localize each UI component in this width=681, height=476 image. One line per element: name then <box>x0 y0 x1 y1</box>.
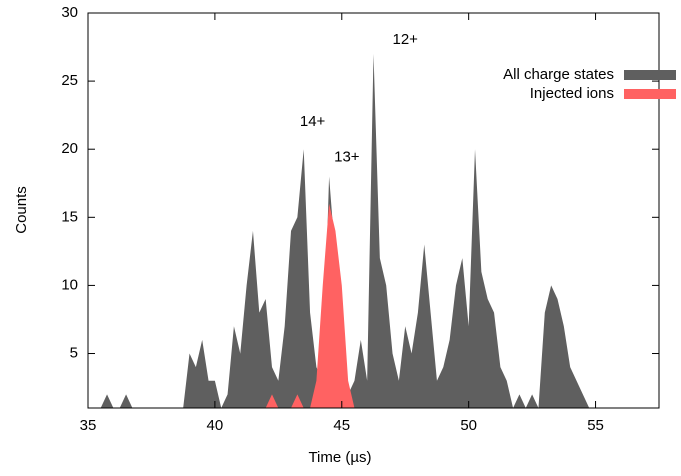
y-tick-label: 25 <box>61 72 78 89</box>
x-tick-label: 40 <box>207 417 224 434</box>
area <box>88 53 596 408</box>
x-axis-label: Time (µs) <box>308 449 371 466</box>
annotation: 13+ <box>334 148 360 165</box>
y-axis-label: Counts <box>13 186 30 234</box>
legend-label: Injected ions <box>530 85 614 102</box>
y-tick-label: 15 <box>61 208 78 225</box>
area <box>88 203 596 408</box>
legend-swatch <box>624 89 676 99</box>
y-tick-label: 10 <box>61 276 78 293</box>
plot-area <box>88 53 596 408</box>
y-tick-label: 5 <box>70 344 78 361</box>
x-tick-label: 35 <box>80 417 97 434</box>
x-tick-label: 50 <box>460 417 477 434</box>
annotation: 14+ <box>300 113 326 130</box>
legend-swatch <box>624 70 676 80</box>
x-tick-label: 45 <box>333 417 350 434</box>
x-tick-label: 55 <box>587 417 604 434</box>
annotation: 12+ <box>392 31 418 48</box>
plot-frame <box>87 12 660 409</box>
y-tick-label: 30 <box>61 4 78 21</box>
y-tick-label: 20 <box>61 140 78 157</box>
legend-label: All charge states <box>503 66 614 83</box>
